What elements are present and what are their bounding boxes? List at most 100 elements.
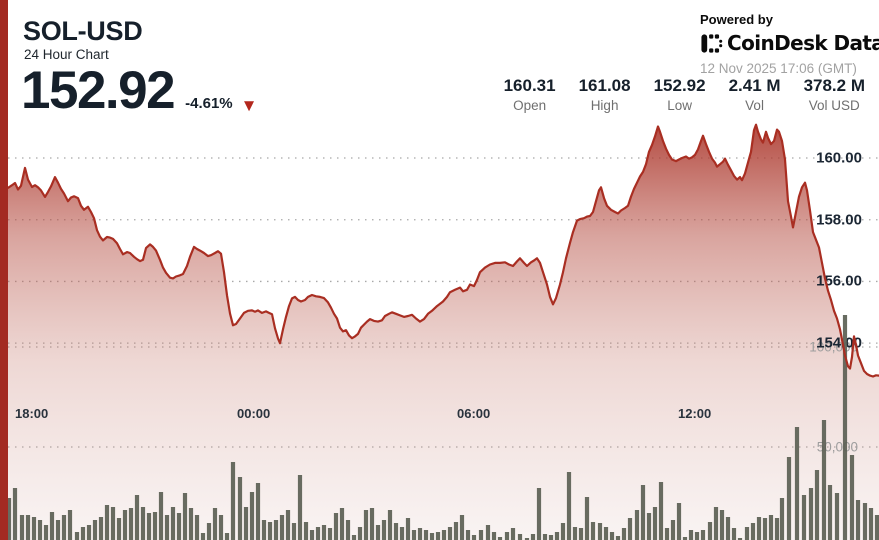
volume-bar: [297, 475, 303, 540]
volume-bar: [146, 513, 152, 540]
volume-bar: [640, 485, 646, 540]
volume-bar: [351, 535, 357, 540]
volume-bar: [688, 530, 694, 540]
volume-bar: [411, 530, 417, 540]
volume-bar: [116, 518, 122, 540]
stat-vol-usd-label: Vol USD: [808, 98, 860, 113]
volume-bar: [321, 525, 327, 540]
volume-bar: [170, 507, 176, 540]
volume-bar: [55, 520, 61, 540]
volume-bar: [134, 495, 140, 540]
stat-high-label: High: [590, 98, 619, 113]
volume-bar: [188, 508, 194, 540]
volume-bar: [478, 530, 484, 540]
volume-bar: [43, 525, 49, 540]
volume-bar: [363, 510, 369, 540]
price-axis-label: 158.00: [816, 211, 862, 229]
volume-bar: [61, 515, 67, 540]
volume-bar: [212, 508, 218, 540]
volume-bar: [471, 535, 477, 540]
volume-bar: [435, 532, 441, 540]
volume-bar: [874, 515, 879, 540]
volume-bar: [140, 507, 146, 540]
volume-bar: [128, 508, 134, 540]
volume-bar: [224, 533, 230, 540]
volume-bar: [158, 492, 164, 540]
volume-bar: [110, 507, 116, 540]
volume-bar: [762, 518, 768, 540]
volume-bar: [554, 532, 560, 540]
volume-bar: [794, 427, 800, 540]
stat-open-label: Open: [513, 98, 547, 113]
volume-bar: [842, 315, 848, 540]
volume-bar: [49, 512, 55, 540]
stats-row: 160.31 Open 161.08 High 152.92 Low 2.41 …: [504, 76, 865, 113]
price-area: [8, 124, 879, 540]
volume-bar: [176, 513, 182, 540]
volume-bar: [542, 534, 548, 540]
symbol-title: SOL-USD: [23, 16, 143, 46]
stat-high: 161.08 High: [579, 76, 631, 113]
volume-bar: [243, 507, 249, 540]
powered-by-block: Powered by CoinDesk Data 12 Nov 2025 17:…: [700, 12, 879, 76]
volume-bar: [664, 528, 670, 540]
volume-bar: [194, 515, 200, 540]
volume-bar: [315, 527, 321, 540]
volume-bar: [237, 477, 243, 540]
volume-bar: [627, 518, 633, 540]
volume-bar: [485, 525, 491, 540]
price-change-percent: -4.61%: [185, 95, 233, 112]
volume-bar: [560, 523, 566, 540]
volume-bar: [682, 537, 688, 540]
volume-bar: [6, 498, 12, 540]
volume-bar: [821, 420, 827, 540]
volume-axis-label: 50,000: [816, 439, 858, 455]
volume-bar: [200, 533, 206, 540]
volume-bar: [548, 535, 554, 540]
volume-bar: [164, 515, 170, 540]
volume-bar: [122, 510, 128, 540]
volume-bar: [646, 513, 652, 540]
volume-bar: [744, 527, 750, 540]
volume-bar: [279, 515, 285, 540]
stat-high-value: 161.08: [578, 76, 631, 95]
volume-bar: [182, 493, 188, 540]
volume-bar: [74, 532, 80, 540]
volume-bar: [309, 530, 315, 540]
volume-bar: [731, 528, 737, 540]
volume-bar: [327, 528, 333, 540]
volume-bar: [67, 510, 73, 540]
volume-bar: [423, 530, 429, 540]
volume-bar: [345, 520, 351, 540]
volume-bar: [694, 532, 700, 540]
volume-bar: [670, 520, 676, 540]
coindesk-brand-text: CoinDesk Data: [727, 31, 879, 55]
time-axis-label: 18:00: [15, 406, 49, 421]
volume-bar: [868, 508, 874, 540]
volume-bar: [786, 457, 792, 540]
volume-bar: [750, 523, 756, 540]
volume-bar: [834, 493, 840, 540]
price-line: [6, 123, 879, 378]
volume-bar: [453, 522, 459, 540]
volume-bar: [536, 488, 542, 540]
stat-vol-usd: 378.2 M Vol USD: [804, 76, 865, 113]
volume-bar: [369, 508, 375, 540]
coindesk-brand-link[interactable]: CoinDesk Data: [700, 31, 879, 55]
stat-open-value: 160.31: [503, 76, 556, 95]
volume-bar: [465, 530, 471, 540]
price-axis-label: 160.00: [816, 149, 862, 167]
coindesk-logo-icon: [700, 32, 723, 55]
volume-bar: [230, 462, 236, 540]
volume-bar: [756, 517, 762, 540]
volume-bar: [590, 522, 596, 540]
volume-bar: [652, 507, 658, 540]
down-arrow-icon: ▼: [240, 96, 258, 115]
volume-bar: [285, 510, 291, 540]
volume-bar: [37, 520, 43, 540]
left-accent-strip: [0, 0, 8, 540]
volume-bar: [104, 505, 110, 540]
volume-bar: [393, 523, 399, 540]
